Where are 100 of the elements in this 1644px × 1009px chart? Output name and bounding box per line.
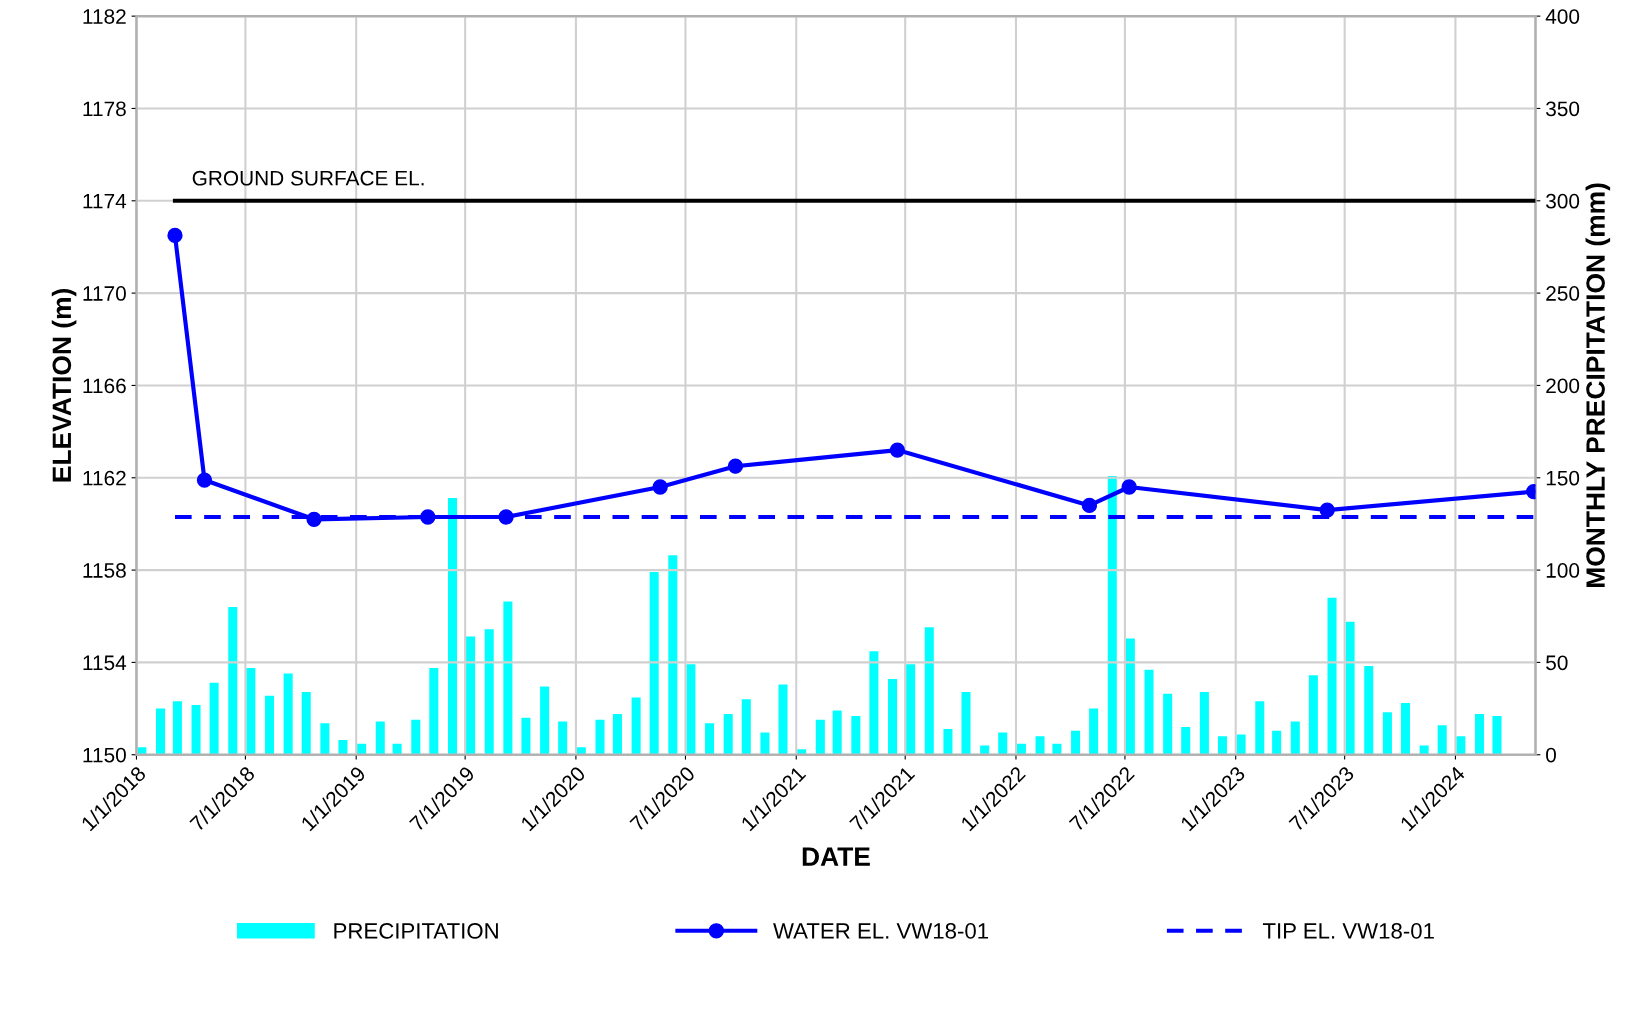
bar [1475, 714, 1485, 755]
bar [283, 673, 293, 755]
bar [631, 697, 641, 755]
y2-tick-label: 150 [1546, 470, 1580, 486]
bar [797, 749, 807, 755]
bar [1255, 701, 1265, 755]
bar [888, 679, 898, 755]
bar [246, 667, 256, 755]
bar [1272, 730, 1282, 755]
bar [869, 651, 879, 755]
y2-axis-title: MONTHLY PRECIPITATION (mm) [1585, 183, 1611, 587]
y2-tick-label: 200 [1546, 378, 1580, 394]
legend-label: TIP EL. VW18-01 [1262, 923, 1434, 939]
legend-label: PRECIPITATION [334, 923, 498, 939]
legend-label: WATER EL. VW18-01 [773, 923, 989, 939]
y2-tick-label: 400 [1545, 9, 1580, 24]
bar [1345, 621, 1355, 755]
bar [392, 743, 402, 755]
bar [1089, 708, 1099, 755]
bar [228, 607, 238, 755]
y-axis-title: ELEVATION (m) [51, 289, 77, 482]
bar [961, 691, 971, 755]
bar [906, 664, 916, 755]
bar [1364, 666, 1374, 755]
bar [1052, 743, 1062, 755]
point [889, 442, 906, 458]
bar [1290, 721, 1300, 755]
bar [1437, 725, 1447, 755]
bar [760, 732, 770, 755]
bar [1236, 734, 1246, 755]
point [727, 458, 744, 474]
annotation: GROUND SURFACE EL. [192, 170, 424, 186]
bar [137, 747, 147, 755]
bar [338, 739, 348, 755]
bar [447, 498, 458, 755]
y-tick-label: 1158 [83, 563, 126, 578]
bar [301, 691, 311, 755]
bar [832, 710, 842, 755]
bar [429, 667, 439, 755]
y-tick-label: 1154 [83, 655, 127, 671]
bar [1308, 675, 1318, 755]
bar [558, 721, 568, 755]
bar [815, 719, 825, 755]
bar [264, 695, 275, 755]
bar [1400, 703, 1410, 755]
bar [320, 723, 330, 755]
bar [1035, 736, 1045, 755]
bar [612, 714, 622, 755]
bar [649, 571, 659, 755]
bar [540, 686, 550, 755]
y2-tick-label: 0 [1546, 747, 1556, 763]
y-tick-label: 1182 [83, 9, 126, 24]
point [1081, 497, 1098, 514]
bar [411, 719, 421, 755]
bar [705, 723, 715, 755]
bar [375, 721, 385, 755]
bar [924, 627, 934, 755]
point [652, 479, 668, 495]
y-tick-label: 1162 [83, 470, 126, 486]
y2-tick-label: 100 [1546, 563, 1580, 578]
bar [1456, 736, 1466, 755]
bar [1419, 745, 1429, 755]
bar [1163, 693, 1173, 755]
bar [998, 732, 1008, 755]
y-tick-label: 1166 [83, 378, 126, 394]
bar [1016, 743, 1026, 755]
point [1121, 479, 1137, 495]
bar [595, 719, 605, 755]
bar [1199, 691, 1209, 755]
bar [172, 701, 182, 755]
bar [576, 747, 586, 755]
bar [466, 636, 476, 755]
bar [1181, 727, 1191, 755]
bar [521, 717, 531, 755]
bar [503, 601, 513, 755]
bar [1107, 475, 1117, 755]
bar [191, 704, 201, 755]
bar [723, 714, 733, 755]
bar [1217, 736, 1227, 755]
bar [851, 715, 861, 755]
point [167, 227, 183, 244]
bar [156, 708, 166, 755]
y2-tick-label: 300 [1546, 193, 1580, 209]
y-tick-label: 1178 [83, 101, 126, 117]
bar [1492, 715, 1502, 755]
y2-tick-label: 350 [1546, 101, 1580, 117]
point [196, 472, 213, 488]
x-axis-title: DATE [802, 847, 870, 866]
bar [1144, 669, 1154, 755]
bar [1071, 730, 1081, 755]
bar [209, 682, 219, 755]
y-tick-label: 1170 [83, 286, 126, 301]
bar [741, 699, 751, 755]
bar [943, 728, 953, 755]
bar [980, 745, 990, 755]
bar [1125, 638, 1135, 755]
bar [484, 629, 494, 755]
bar [1382, 712, 1392, 755]
y2-tick-label: 250 [1546, 286, 1580, 301]
point [1319, 502, 1335, 518]
